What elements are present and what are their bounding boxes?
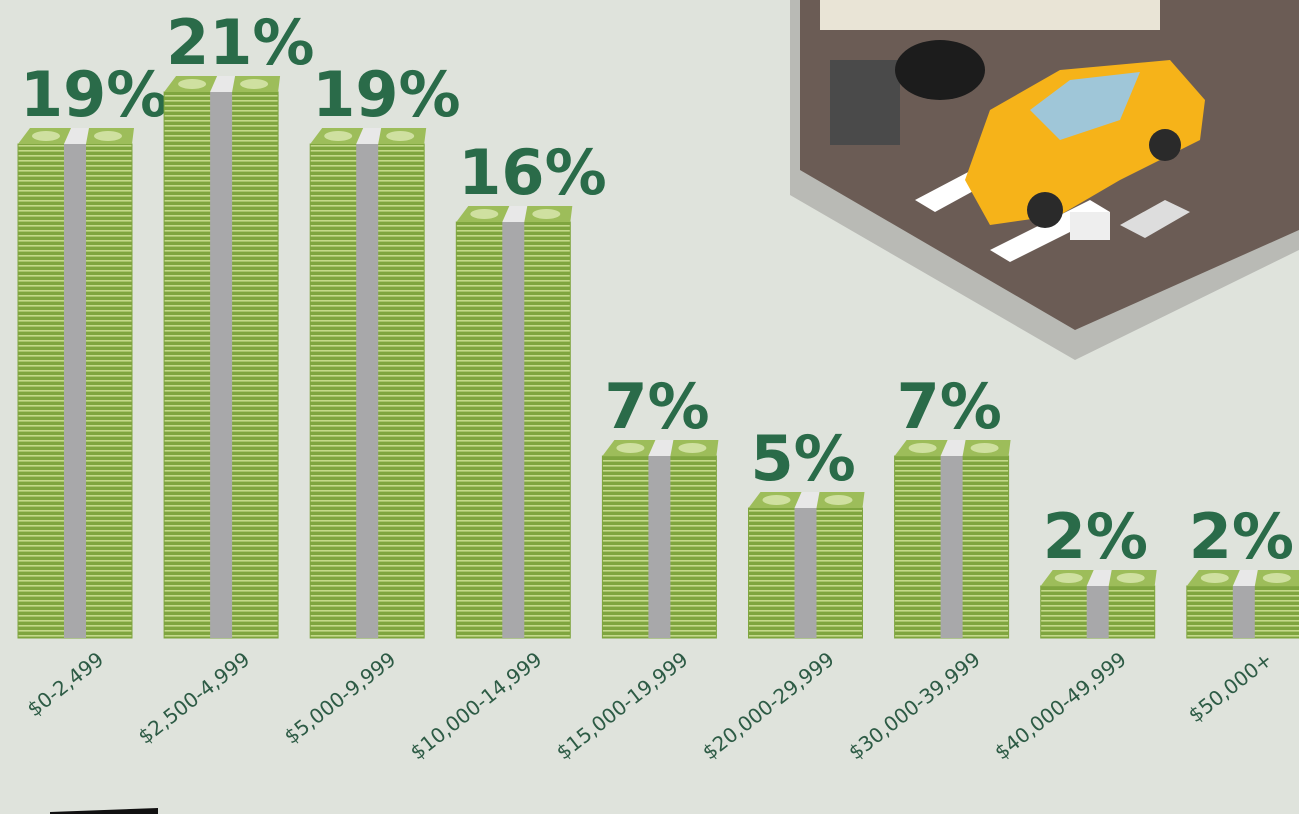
- stack-top-band: [794, 492, 820, 508]
- value-label: 19%: [20, 58, 168, 131]
- x-tick-label: $0-2,499: [22, 647, 108, 721]
- x-tick-label: $15,000-19,999: [552, 647, 693, 764]
- x-tick-label: $2,500-4,999: [133, 647, 254, 749]
- bill-seal: [1054, 573, 1083, 583]
- bill-seal: [178, 79, 207, 89]
- stack-band: [1232, 586, 1255, 638]
- bill-seal: [470, 209, 499, 219]
- corner-shape: [50, 808, 158, 814]
- stack-band: [940, 456, 963, 638]
- stack-band: [794, 508, 817, 638]
- stack-top-band: [502, 206, 528, 222]
- stack-top-band: [1232, 570, 1258, 586]
- stack-band: [210, 92, 233, 638]
- value-label: 7%: [604, 370, 709, 443]
- stack-top-band: [210, 76, 236, 92]
- stack-band: [1086, 586, 1109, 638]
- x-tick-label: $20,000-29,999: [698, 647, 839, 764]
- stack-band: [502, 222, 525, 638]
- value-label: 2%: [1043, 500, 1148, 573]
- bill-seal: [824, 495, 853, 505]
- value-label: 5%: [751, 422, 856, 495]
- x-tick-label: $40,000-49,999: [990, 647, 1131, 764]
- x-tick-label: $30,000-39,999: [844, 647, 985, 764]
- value-label: 19%: [312, 58, 460, 131]
- stack-top-band: [64, 128, 89, 144]
- bill-seal: [1262, 573, 1291, 583]
- bill-seal: [324, 131, 353, 141]
- stack-top-band: [940, 440, 966, 456]
- bill-seal: [970, 443, 999, 453]
- bill-seal: [1116, 573, 1145, 583]
- bill-seal: [32, 131, 60, 141]
- bill-seal: [678, 443, 707, 453]
- stack-band: [648, 456, 671, 638]
- stack-top-band: [1086, 570, 1112, 586]
- stack-band: [356, 144, 379, 638]
- bill-seal: [1200, 573, 1229, 583]
- x-tick-label: $5,000-9,999: [280, 647, 401, 749]
- bill-seal: [240, 79, 269, 89]
- x-tick-label: $10,000-14,999: [406, 647, 547, 764]
- bill-seal: [908, 443, 937, 453]
- stack-top-band: [356, 128, 382, 144]
- value-label: 7%: [897, 370, 1002, 443]
- bill-seal: [762, 495, 791, 505]
- bill-seal: [616, 443, 645, 453]
- x-tick-label: $50,000+: [1184, 647, 1277, 727]
- bill-seal: [386, 131, 415, 141]
- value-label: 2%: [1189, 500, 1294, 573]
- value-label: 16%: [458, 136, 606, 209]
- garage-illustration: [790, 0, 1299, 360]
- stack-band: [64, 144, 86, 638]
- stack-top-band: [648, 440, 674, 456]
- value-label: 21%: [166, 6, 314, 79]
- bill-seal: [532, 209, 561, 219]
- bill-seal: [94, 131, 122, 141]
